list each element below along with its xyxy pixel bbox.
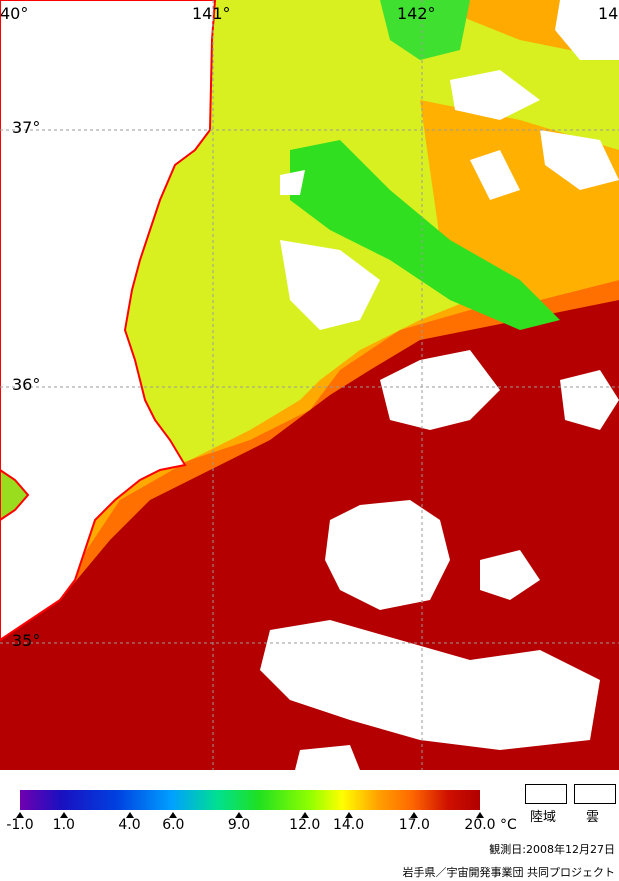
cloud-patches <box>260 0 619 770</box>
color-bar-tick-label: 14.0 <box>332 817 365 833</box>
lat-label-35: 35° <box>12 631 41 650</box>
green-cold-water <box>290 140 560 330</box>
color-bar-tick <box>410 812 419 818</box>
lon-label-143: 14 <box>598 4 619 23</box>
land-legend-swatch <box>525 784 567 804</box>
temperature-color-bar <box>20 790 480 810</box>
lon-label-141: 141° <box>192 4 231 23</box>
color-bar-tick-label: 1.0 <box>52 817 75 833</box>
peninsula-land <box>0 468 30 522</box>
color-bar-tick <box>59 812 68 818</box>
temperature-unit: °C <box>500 817 517 833</box>
sea-surface-temperature-map <box>0 0 619 770</box>
green-cold-water-north <box>380 0 470 60</box>
color-bar-tick-label: 9.0 <box>227 817 251 833</box>
cloud-legend-label: 雲 <box>586 810 600 825</box>
color-bar-tick-label: 12.0 <box>289 817 321 833</box>
color-bar-tick <box>16 812 24 818</box>
observation-date: 観測日:2008年12月27日 <box>489 843 615 856</box>
lon-label-142: 142° <box>397 4 436 23</box>
color-bar-tick-label: 4.0 <box>118 817 141 833</box>
honshu-land <box>0 0 217 642</box>
color-bar-tick <box>125 812 134 818</box>
credit-line: 岩手県／宇宙開発事業団 共同プロジェクト <box>402 866 616 879</box>
color-bar-tick <box>476 812 484 818</box>
color-bar-tick-label: -1.0 <box>6 817 34 833</box>
graticule <box>0 0 619 770</box>
color-bar-tick <box>300 812 309 818</box>
land-legend-label: 陸域 <box>530 810 557 825</box>
lat-label-37: 37° <box>12 118 41 137</box>
color-bar-tick <box>344 812 353 818</box>
color-bar-tick <box>235 812 244 818</box>
lat-label-36: 36° <box>12 375 41 394</box>
color-bar-tick-label: 17.0 <box>398 817 430 833</box>
color-bar-tick <box>169 812 178 818</box>
color-bar-tick-label: 20.0 <box>464 817 496 833</box>
cloud-legend-swatch <box>574 784 616 804</box>
color-bar-tick-label: 6.0 <box>162 817 185 833</box>
lon-label-140: 40° <box>0 4 29 23</box>
